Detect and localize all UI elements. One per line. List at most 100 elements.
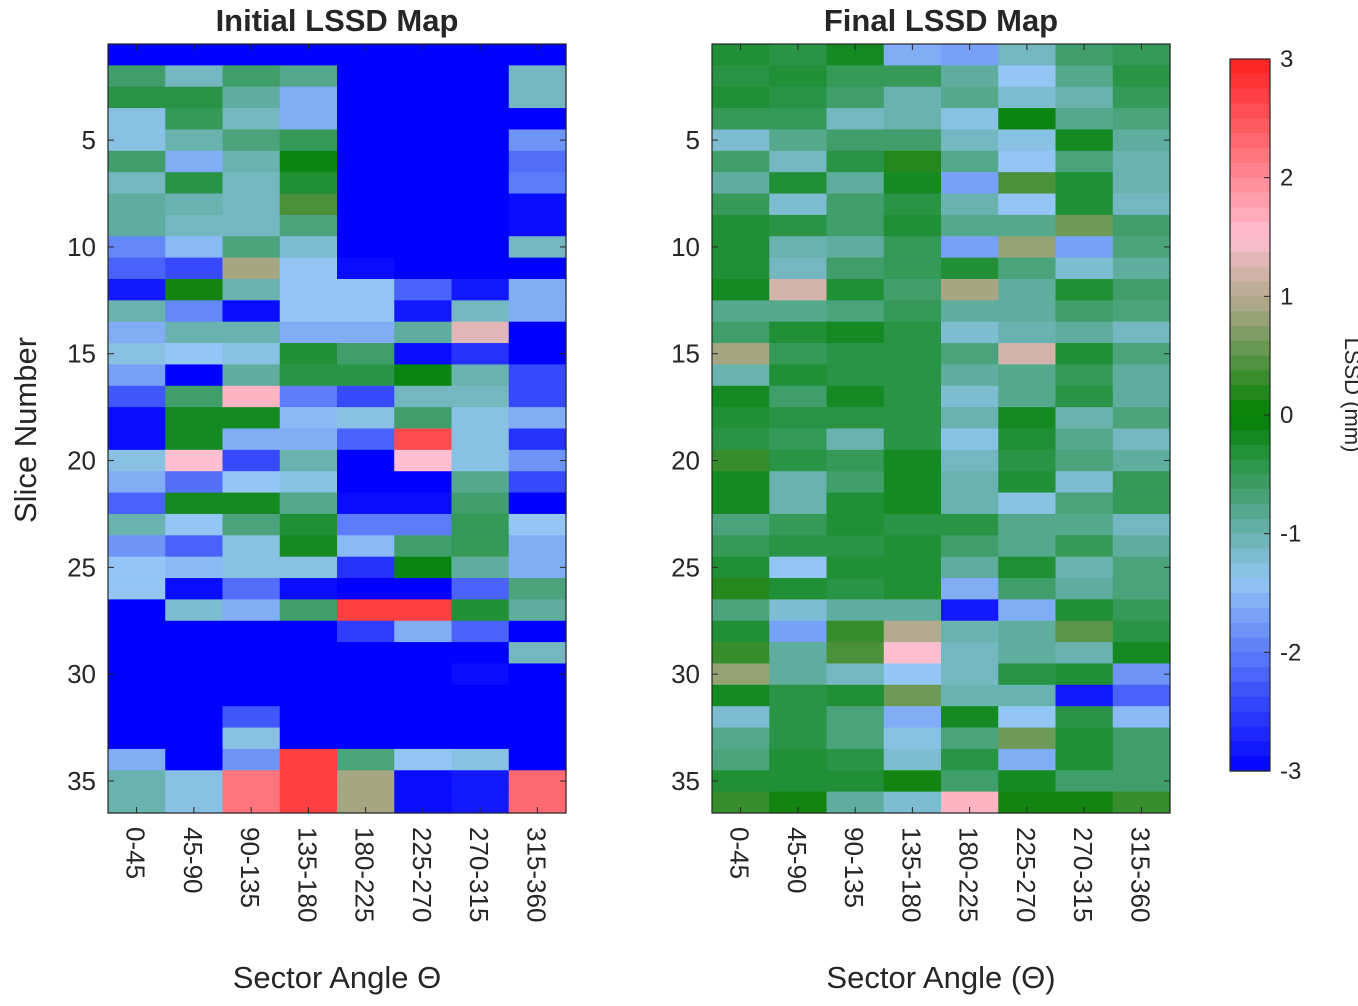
right-heatmap-cell <box>941 556 999 579</box>
left-heatmap-cell <box>222 449 281 472</box>
left-heatmap-cell <box>337 129 395 152</box>
left-heatmap-cell <box>337 385 395 408</box>
left-heatmap-cell <box>508 727 567 750</box>
right-heatmap-cell <box>998 364 1057 387</box>
left-heatmap-cell <box>279 150 338 173</box>
left-heatmap-cell <box>394 129 453 152</box>
left-heatmap-cell <box>394 428 453 451</box>
right-heatmap-cell <box>1055 86 1114 109</box>
right-heatmap-cell <box>1112 150 1171 173</box>
left-heatmap-cell <box>222 492 281 515</box>
right-heatmap-cell <box>712 193 770 216</box>
left-heatmap-cell <box>222 150 281 173</box>
left-heatmap-cell <box>451 663 510 686</box>
right-heatmap-cell <box>826 492 885 515</box>
right-heatmap-cell <box>1112 492 1171 515</box>
right-heatmap-cell <box>769 748 828 771</box>
left-x-ticks: 0-45 45-90 90-135 135-180 180-225 225-270 270-… <box>121 44 551 922</box>
right-heatmap-cell <box>712 599 770 622</box>
left-heatmap-cell <box>451 535 510 558</box>
right-heatmap-cell <box>712 278 770 301</box>
right-heatmap-cell <box>941 257 999 280</box>
right-heatmap-cell <box>712 129 770 152</box>
left-heatmap-cell <box>222 663 281 686</box>
right-heatmap-cell <box>1055 214 1114 237</box>
left-heatmap-cell <box>108 578 166 600</box>
left-heatmap-cell <box>279 108 338 131</box>
right-heatmap-cell <box>769 620 828 643</box>
left-heatmap-cell <box>508 449 567 472</box>
left-x-tick-label: 180-225 <box>350 827 380 922</box>
right-heatmap-cell <box>998 513 1057 536</box>
right-heatmap-cell <box>1055 108 1114 131</box>
left-heatmap-cell <box>451 108 510 131</box>
left-heatmap-cell <box>508 150 567 173</box>
left-heatmap-cell <box>222 65 281 88</box>
right-heatmap-cell <box>826 513 885 536</box>
right-heatmap-cell <box>826 471 885 494</box>
right-heatmap-cell <box>998 684 1057 707</box>
right-heatmap-cell <box>769 535 828 558</box>
colorbar-segment <box>1230 177 1270 194</box>
left-heatmap-cell <box>108 385 166 408</box>
right-heatmap-cell <box>883 65 942 88</box>
left-heatmap-cell <box>165 407 224 430</box>
left-heatmap-cell <box>279 770 338 793</box>
colorbar-tick-label: 2 <box>1280 165 1293 192</box>
left-heatmap-cell <box>279 65 338 88</box>
right-heatmap-cell <box>941 321 999 344</box>
left-heatmap-cell <box>222 556 281 579</box>
left-heatmap-cell <box>508 364 567 387</box>
right-heatmap-cell <box>998 86 1057 109</box>
left-heatmap-cell <box>451 150 510 173</box>
left-heatmap-cell <box>165 513 224 536</box>
right-chart-title: Final LSSD Map <box>824 3 1058 38</box>
left-heatmap-cell <box>451 642 510 665</box>
colorbar-segment <box>1230 593 1270 609</box>
left-heatmap-cell <box>394 278 453 301</box>
right-heatmap-cell <box>1112 770 1171 793</box>
left-heatmap-cell <box>451 214 510 237</box>
right-heatmap-cell <box>826 578 885 600</box>
colorbar-segment <box>1230 682 1270 698</box>
right-heatmap-cell <box>1055 44 1114 66</box>
colorbar-tick-label: 3 <box>1280 46 1293 73</box>
right-heatmap-cell <box>1055 343 1114 366</box>
left-heatmap-cell <box>337 278 395 301</box>
left-heatmap-cell <box>222 791 281 814</box>
right-heatmap-cell <box>826 236 885 259</box>
left-heatmap-cell <box>108 535 166 558</box>
right-heatmap-cell <box>712 44 770 66</box>
left-heatmap-cell <box>165 129 224 152</box>
left-heatmap-cell <box>222 620 281 643</box>
right-heatmap-cell <box>712 150 770 173</box>
colorbar-segment <box>1230 622 1270 639</box>
left-heatmap-cell <box>222 727 281 750</box>
left-heatmap-cell <box>451 727 510 750</box>
right-heatmap-cell <box>1055 449 1114 472</box>
right-heatmap-cell <box>712 65 770 88</box>
colorbar-segment <box>1230 133 1270 149</box>
left-heatmap-cell <box>451 193 510 216</box>
right-heatmap-cell <box>998 343 1057 366</box>
right-heatmap-cell <box>712 300 770 323</box>
left-heatmap-cell <box>108 556 166 579</box>
right-heatmap-cell <box>941 108 999 131</box>
left-heatmap-cell <box>165 65 224 88</box>
right-heatmap-cell <box>1055 599 1114 622</box>
right-x-tick-label: 0-45 <box>725 827 755 879</box>
colorbar-segment <box>1230 400 1270 416</box>
right-y-tick-label: 5 <box>686 125 700 155</box>
right-heatmap-cell <box>1055 578 1114 600</box>
left-heatmap-cell <box>337 172 395 195</box>
left-heatmap-cell <box>279 727 338 750</box>
left-heatmap-cell <box>222 44 281 66</box>
left-heatmap-cell <box>451 428 510 451</box>
right-heatmap-cell <box>826 257 885 280</box>
right-heatmap-cell <box>941 513 999 536</box>
right-heatmap-cell <box>941 748 999 771</box>
left-heatmap-cell <box>394 214 453 237</box>
right-heatmap-cell <box>1055 471 1114 494</box>
right-heatmap-cell <box>712 706 770 729</box>
right-heatmap-cell <box>826 108 885 131</box>
